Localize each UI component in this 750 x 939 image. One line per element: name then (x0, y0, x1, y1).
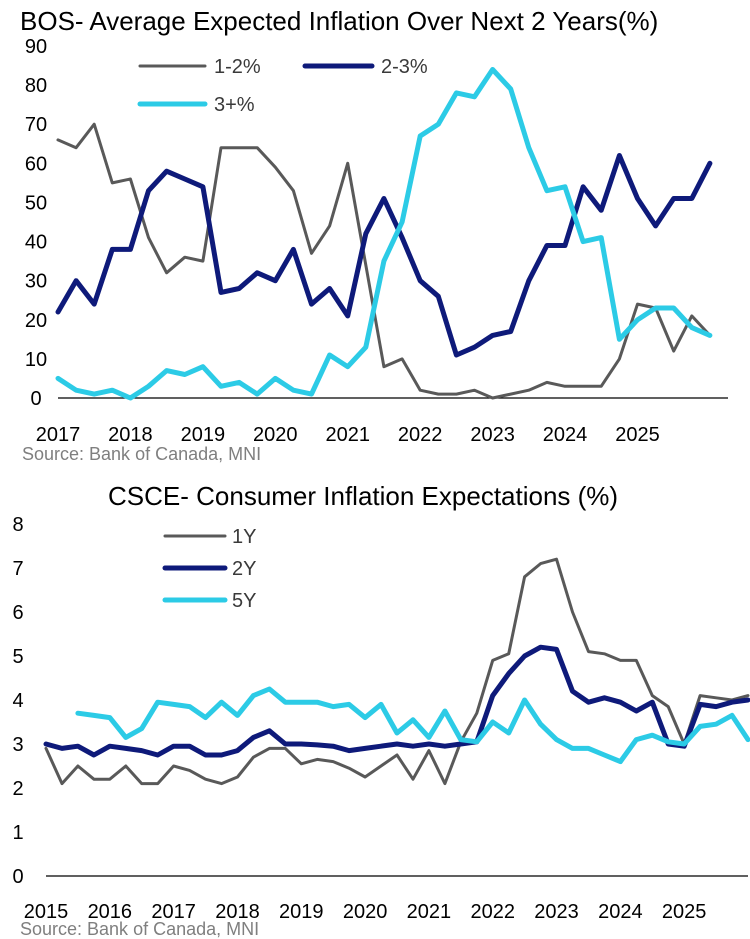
chart-csce-x-tick-2020: 2020 (343, 901, 388, 923)
chart-csce-legend-label-1y: 1Y (232, 526, 256, 548)
chart-bos-y-tick-50: 50 (25, 192, 47, 214)
chart-bos-x-tick-2024: 2024 (543, 424, 588, 446)
chart-csce-x-tick-2016: 2016 (88, 901, 133, 923)
chart-csce-y-tick-6: 6 (12, 602, 23, 624)
chart-bos-y-tick-70: 70 (25, 114, 47, 136)
chart-bos-y-tick-80: 80 (25, 75, 47, 97)
chart-csce-x-tick-2017: 2017 (151, 901, 196, 923)
chart-csce-series (43, 557, 750, 786)
chart-bos-y-tick-90: 90 (25, 36, 47, 58)
chart-bos-series (55, 67, 713, 401)
chart-csce-x-tick-2025: 2025 (662, 901, 707, 923)
chart-csce-y-ticks: 8 7 6 5 4 3 2 1 0 (12, 514, 23, 888)
chart-csce-x-tick-2019: 2019 (279, 901, 324, 923)
chart-csce-x-tick-2021: 2021 (407, 901, 452, 923)
chart-bos-legend-label-2-3: 2-3% (381, 56, 428, 78)
chart-csce-series-1y-line (44, 557, 750, 786)
chart-bos-title: BOS- Average Expected Inflation Over Nex… (20, 6, 658, 36)
chart-bos-y-tick-10: 10 (25, 349, 47, 371)
chart-csce-y-tick-0: 0 (12, 866, 23, 888)
chart-csce-series-2y-line (43, 644, 750, 758)
chart-csce-x-tick-2022: 2022 (470, 901, 515, 923)
chart-csce-source: Source: Bank of Canada, MNI (20, 919, 259, 939)
chart-csce: CSCE- Consumer Inflation Expectations (%… (12, 481, 750, 939)
chart-bos-x-tick-2022: 2022 (398, 424, 443, 446)
chart-csce-x-tick-2023: 2023 (534, 901, 579, 923)
chart-csce-legend-label-5y: 5Y (232, 590, 256, 612)
chart-csce-x-tick-2024: 2024 (598, 901, 643, 923)
chart-csce-y-tick-1: 1 (12, 822, 23, 844)
chart-bos-x-tick-2025: 2025 (615, 424, 660, 446)
chart-bos-y-ticks: 90 80 70 60 50 40 30 20 10 0 (25, 36, 47, 410)
chart-bos-series-3-line (55, 67, 713, 401)
chart-bos-legend: 1-2% 2-3% 3+% (137, 56, 428, 116)
chart-bos-x-tick-2019: 2019 (181, 424, 226, 446)
chart-csce-x-tick-2018: 2018 (215, 901, 260, 923)
chart-bos-series-2-3-line (55, 153, 713, 358)
chart-bos-y-tick-0: 0 (30, 388, 41, 410)
chart-csce-series-5y-line (75, 686, 750, 765)
chart-csce-y-tick-3: 3 (12, 734, 23, 756)
chart-bos-x-tick-2017: 2017 (36, 424, 81, 446)
chart-bos-x-ticks: 2017 2018 2019 2020 2021 2022 2023 2024 2025 (36, 424, 660, 446)
chart-bos-source: Source: Bank of Canada, MNI (22, 444, 261, 464)
chart-csce-title: CSCE- Consumer Inflation Expectations (%… (108, 481, 618, 511)
chart-csce-x-tick-2015: 2015 (24, 901, 69, 923)
chart-csce-legend-label-2y: 2Y (232, 558, 256, 580)
chart-bos-series-1-2-line (56, 122, 712, 400)
chart-bos-x-tick-2021: 2021 (325, 424, 370, 446)
chart-bos-x-tick-2018: 2018 (108, 424, 153, 446)
chart-csce-y-tick-2: 2 (12, 778, 23, 800)
chart-bos-legend-label-3: 3+% (214, 94, 255, 116)
chart-csce-y-tick-8: 8 (12, 514, 23, 536)
chart-bos-y-tick-20: 20 (25, 310, 47, 332)
chart-csce-legend: 1Y 2Y 5Y (162, 526, 256, 612)
chart-csce-y-tick-5: 5 (12, 646, 23, 668)
chart-csce-y-tick-7: 7 (12, 558, 23, 580)
chart-bos-y-tick-30: 30 (25, 271, 47, 293)
chart-bos-y-tick-60: 60 (25, 153, 47, 175)
chart-bos: BOS- Average Expected Inflation Over Nex… (20, 6, 728, 464)
chart-bos-x-tick-2020: 2020 (253, 424, 298, 446)
chart-csce-x-ticks: 2015 2016 2017 2018 2019 2020 2021 2022 2023 2024… (24, 901, 707, 923)
chart-bos-legend-label-1-2: 1-2% (214, 56, 261, 78)
chart-csce-y-tick-4: 4 (12, 690, 23, 712)
chart-bos-x-tick-2023: 2023 (470, 424, 515, 446)
chart-bos-y-tick-40: 40 (25, 232, 47, 254)
